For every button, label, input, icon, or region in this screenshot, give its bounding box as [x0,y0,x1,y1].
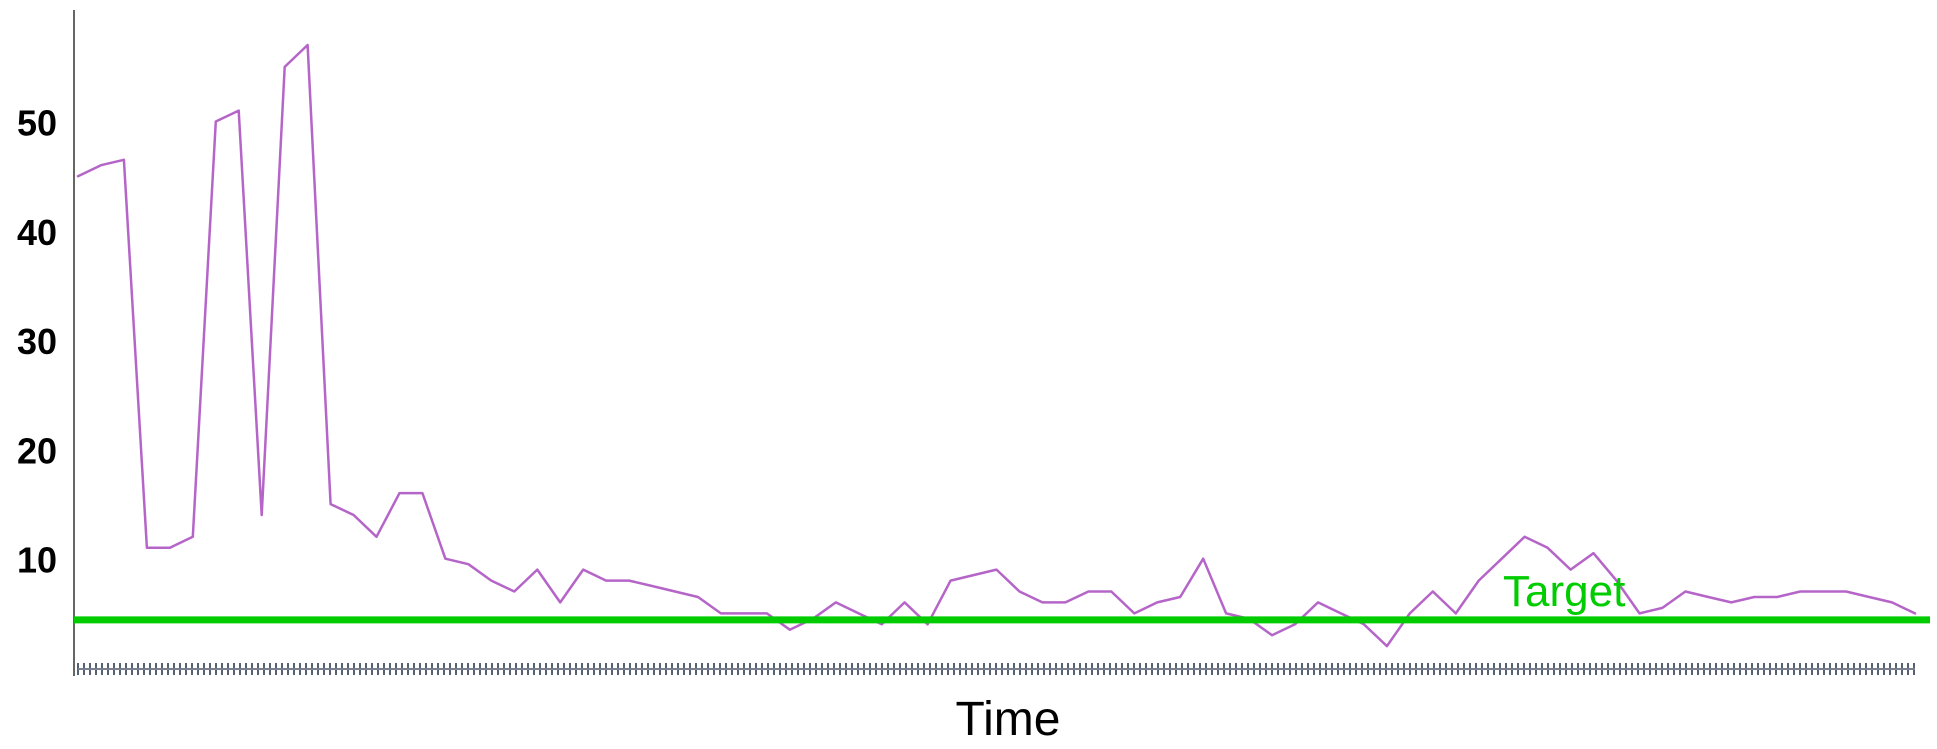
target-label: Target [1503,567,1625,616]
series-layer [76,43,1917,648]
target-layer: Target [74,567,1930,624]
y-tick-label: 40 [17,212,57,253]
y-tick-label: 10 [17,540,57,581]
y-tick-label: 50 [17,103,57,144]
y-tick-label: 30 [17,321,57,362]
series-line [76,43,1917,648]
y-tick-labels: 10 20 30 40 50 [17,103,57,581]
x-axis-tick-strip [77,663,1915,675]
y-tick-label: 20 [17,430,57,471]
x-axis-label: Time [956,693,1061,744]
